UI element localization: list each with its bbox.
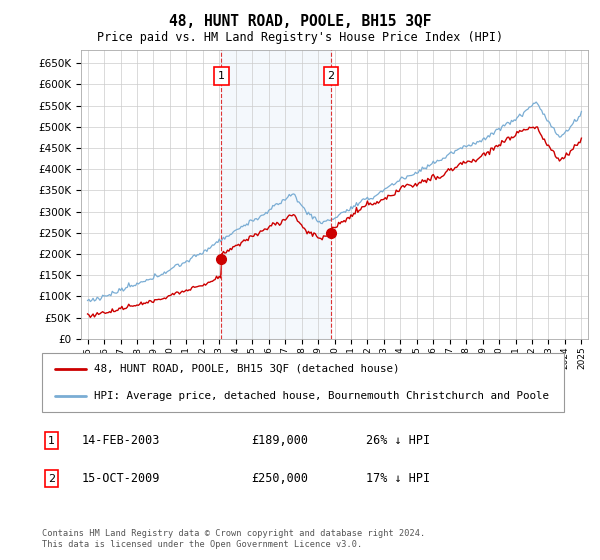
Text: Contains HM Land Registry data © Crown copyright and database right 2024.
This d: Contains HM Land Registry data © Crown c… xyxy=(42,529,425,549)
Text: 1: 1 xyxy=(218,71,225,81)
Text: 17% ↓ HPI: 17% ↓ HPI xyxy=(365,472,430,486)
Text: £250,000: £250,000 xyxy=(251,472,308,486)
Text: 48, HUNT ROAD, POOLE, BH15 3QF: 48, HUNT ROAD, POOLE, BH15 3QF xyxy=(169,14,431,29)
Text: 1: 1 xyxy=(48,436,55,446)
Text: £189,000: £189,000 xyxy=(251,434,308,447)
Text: Price paid vs. HM Land Registry's House Price Index (HPI): Price paid vs. HM Land Registry's House … xyxy=(97,31,503,44)
Text: 26% ↓ HPI: 26% ↓ HPI xyxy=(365,434,430,447)
Text: 2: 2 xyxy=(48,474,55,484)
Text: HPI: Average price, detached house, Bournemouth Christchurch and Poole: HPI: Average price, detached house, Bour… xyxy=(94,391,549,401)
Text: 48, HUNT ROAD, POOLE, BH15 3QF (detached house): 48, HUNT ROAD, POOLE, BH15 3QF (detached… xyxy=(94,363,400,374)
FancyBboxPatch shape xyxy=(42,353,564,412)
Text: 15-OCT-2009: 15-OCT-2009 xyxy=(81,472,160,486)
Text: 14-FEB-2003: 14-FEB-2003 xyxy=(81,434,160,447)
Bar xyxy=(221,50,331,339)
Text: 2: 2 xyxy=(328,71,335,81)
